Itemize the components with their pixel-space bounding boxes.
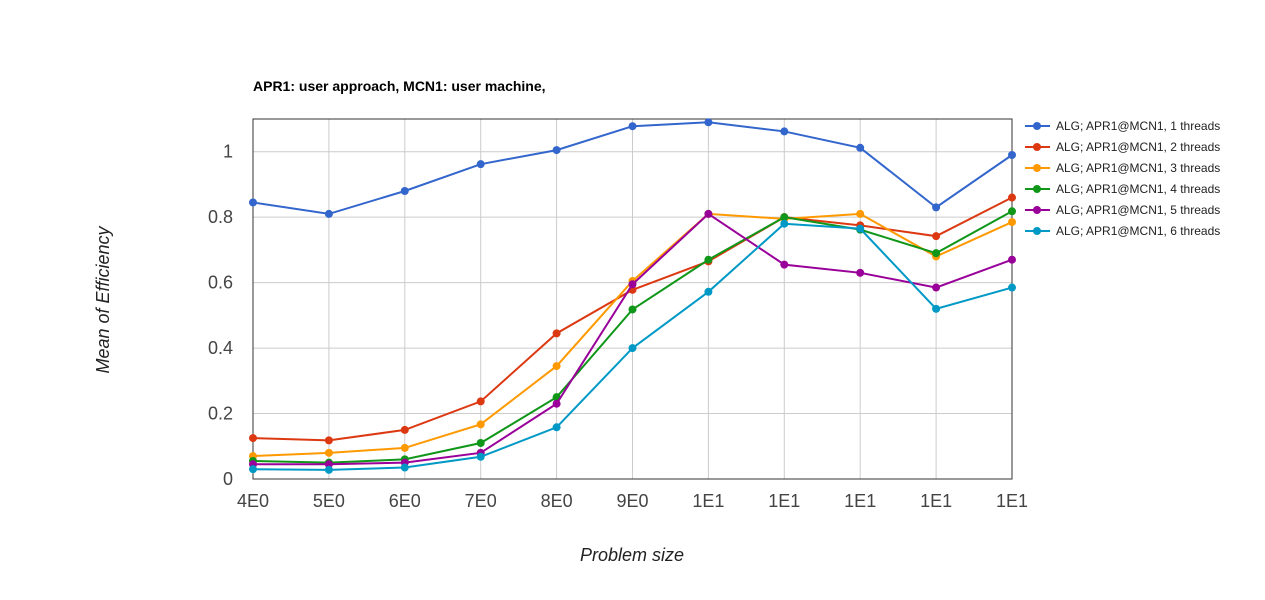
y-axis-title: Mean of Efficiency [93,225,113,373]
data-point [856,224,865,233]
data-point [628,305,637,314]
data-point [476,452,485,461]
data-point [704,118,713,127]
legend: ALG; APR1@MCN1, 1 threads ALG; APR1@MCN1,… [1025,119,1220,238]
data-point [324,460,333,469]
y-tick-label: 0.8 [208,207,233,227]
x-tick-label: 1E1 [844,491,876,511]
series-1 [249,118,1016,218]
legend-item: ALG; APR1@MCN1, 3 threads [1025,161,1220,175]
data-point [476,397,485,406]
data-point [249,465,257,474]
data-point [932,304,941,313]
data-point [552,399,561,408]
legend-label: ALG; APR1@MCN1, 2 threads [1056,140,1220,154]
legend-swatch-marker [1033,227,1041,235]
y-tick-label: 0.4 [208,338,233,358]
data-point [932,249,941,258]
data-point [1008,283,1016,292]
x-tick-label: 1E1 [996,491,1028,511]
legend-item: ALG; APR1@MCN1, 1 threads [1025,119,1220,133]
plot-frame [252,118,1013,480]
x-tick-label: 6E0 [389,491,421,511]
legend-label: ALG; APR1@MCN1, 1 threads [1056,119,1220,133]
grid [252,119,1013,480]
legend-swatch-marker [1033,122,1041,130]
data-point [856,268,865,277]
x-tick-label: 7E0 [465,491,497,511]
data-point [552,329,561,338]
legend-item: ALG; APR1@MCN1, 5 threads [1025,203,1220,217]
legend-label: ALG; APR1@MCN1, 4 threads [1056,182,1220,196]
x-tick-labels: 4E0 5E0 6E0 7E0 8E0 9E0 1E1 1E1 1E1 1E1 1E1 [237,491,1028,511]
y-tick-label: 0 [223,469,233,489]
data-point [324,209,333,218]
data-point [932,203,941,212]
data-point [476,420,485,429]
data-point [704,209,713,218]
series-layer [249,118,1016,474]
data-point [1008,151,1016,159]
data-point [704,255,713,264]
legend-label: ALG; APR1@MCN1, 3 threads [1056,161,1220,175]
data-point [780,213,789,222]
data-point [324,465,333,474]
y-tick-label: 0.2 [208,404,233,424]
x-tick-label: 8E0 [541,491,573,511]
x-tick-label: 4E0 [237,491,269,511]
data-point [552,146,561,155]
data-point [1008,193,1016,202]
data-point [932,283,941,292]
legend-swatch-marker [1033,185,1041,193]
x-axis-title: Problem size [580,545,684,565]
legend-label: ALG; APR1@MCN1, 5 threads [1056,203,1220,217]
data-point [249,198,257,207]
data-point [780,127,789,136]
data-point [324,448,333,457]
data-point [400,463,409,472]
data-point [400,425,409,434]
data-point [552,362,561,371]
legend-label: ALG; APR1@MCN1, 6 threads [1056,224,1220,238]
x-tick-label: 9E0 [616,491,648,511]
y-tick-labels: 0 0.2 0.4 0.6 0.8 1 [208,142,233,489]
data-point [476,160,485,169]
legend-item: ALG; APR1@MCN1, 4 threads [1025,182,1220,196]
legend-swatch-marker [1033,206,1041,214]
legend-swatch-marker [1033,143,1041,151]
x-tick-label: 1E1 [920,491,952,511]
x-tick-label: 5E0 [313,491,345,511]
data-point [628,122,637,131]
data-point [704,287,713,296]
x-tick-label: 1E1 [692,491,724,511]
data-point [628,280,637,289]
series-6 [249,219,1016,474]
chart-title: APR1: user approach, MCN1: user machine, [253,78,546,94]
x-tick-label: 1E1 [768,491,800,511]
data-point [400,187,409,195]
data-point [932,232,941,241]
data-point [1008,207,1016,216]
data-point [856,209,865,218]
y-tick-label: 1 [223,142,233,162]
data-point [1008,218,1016,227]
data-point [780,219,789,228]
data-point [1008,255,1016,264]
data-point [628,344,637,353]
legend-swatch-marker [1033,164,1041,172]
y-tick-label: 0.6 [208,273,233,293]
legend-item: ALG; APR1@MCN1, 6 threads [1025,224,1220,238]
data-point [552,423,561,432]
data-point [476,439,485,447]
data-point [249,434,257,443]
data-point [780,260,789,269]
data-point [856,143,865,152]
legend-item: ALG; APR1@MCN1, 2 threads [1025,140,1220,154]
data-point [324,436,333,445]
data-point [400,443,409,452]
